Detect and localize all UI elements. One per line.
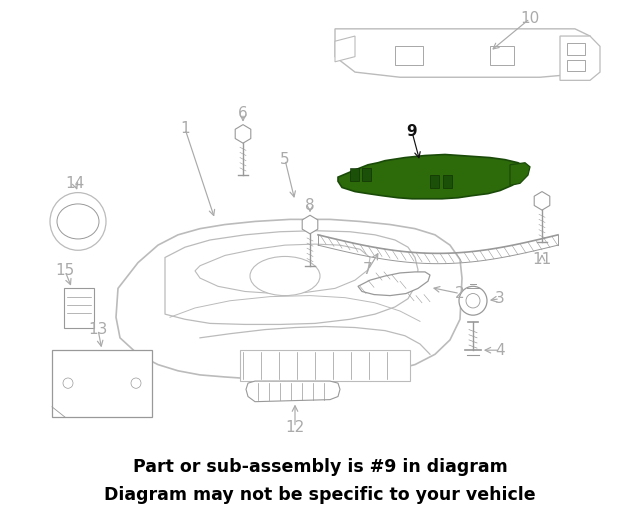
Text: 5: 5 <box>280 152 290 167</box>
Bar <box>430 175 439 188</box>
Circle shape <box>63 378 73 388</box>
Bar <box>490 47 514 65</box>
Bar <box>240 350 410 381</box>
Polygon shape <box>335 36 355 62</box>
Bar <box>443 175 452 188</box>
Text: 15: 15 <box>56 263 75 279</box>
Polygon shape <box>510 163 530 185</box>
Text: 2: 2 <box>455 286 465 301</box>
Polygon shape <box>246 381 340 402</box>
Polygon shape <box>335 29 595 77</box>
Text: 11: 11 <box>532 252 552 267</box>
Polygon shape <box>165 231 418 325</box>
Text: 7: 7 <box>363 262 373 278</box>
Circle shape <box>50 193 106 250</box>
Bar <box>395 47 423 65</box>
Bar <box>567 43 585 55</box>
Text: 10: 10 <box>520 11 540 26</box>
Bar <box>52 350 152 417</box>
Ellipse shape <box>250 257 320 295</box>
Text: Part or sub-assembly is #9 in diagram: Part or sub-assembly is #9 in diagram <box>132 458 508 476</box>
Bar <box>64 288 94 328</box>
Polygon shape <box>560 36 600 80</box>
Text: 12: 12 <box>285 420 305 435</box>
Text: 4: 4 <box>495 343 505 358</box>
Text: 8: 8 <box>305 199 315 214</box>
Polygon shape <box>195 244 370 293</box>
Text: Diagram may not be specific to your vehicle: Diagram may not be specific to your vehi… <box>104 486 536 504</box>
Text: 3: 3 <box>495 291 505 306</box>
Circle shape <box>131 378 141 388</box>
Text: 9: 9 <box>406 124 417 139</box>
Bar <box>362 168 371 181</box>
Circle shape <box>466 293 480 308</box>
Bar <box>350 168 359 181</box>
Polygon shape <box>358 272 430 295</box>
Text: 1: 1 <box>180 121 190 136</box>
Text: 14: 14 <box>65 176 84 191</box>
Text: 6: 6 <box>238 106 248 121</box>
Circle shape <box>459 286 487 315</box>
Polygon shape <box>338 155 525 199</box>
Ellipse shape <box>57 204 99 239</box>
Polygon shape <box>116 219 462 379</box>
Text: 13: 13 <box>88 322 108 337</box>
Bar <box>567 60 585 71</box>
